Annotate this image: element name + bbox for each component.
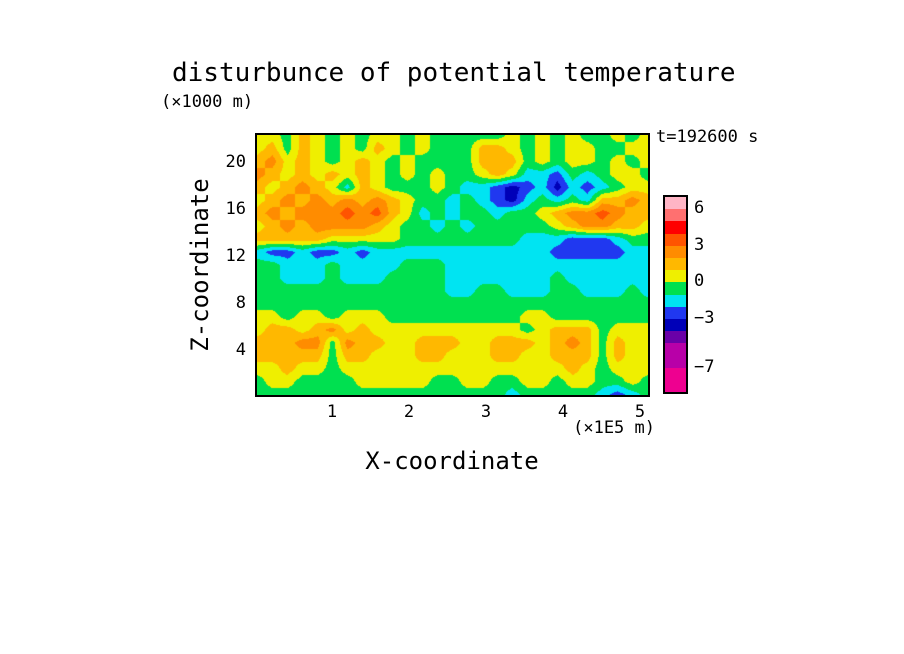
colorbar: [663, 195, 688, 395]
contour-field-canvas: [257, 135, 648, 395]
plot-area: [255, 133, 650, 397]
colorbar-segment: [665, 245, 686, 258]
x-tick-label: 5: [634, 402, 646, 422]
z-tick-label: 12: [225, 246, 246, 267]
x-tick-label: 3: [480, 402, 492, 422]
colorbar-segment: [665, 270, 686, 283]
z-tick-label: 4: [235, 340, 246, 361]
x-axis-unit-label: (×1E5 m): [573, 418, 655, 438]
colorbar-tick-label: 0: [694, 271, 705, 292]
colorbar-segment: [665, 367, 686, 393]
x-tick-label: 1: [326, 402, 338, 422]
z-tick-label: 16: [225, 199, 246, 220]
colorbar-tick-label: −7: [694, 356, 715, 377]
z-axis-unit-label: (×1000 m): [161, 92, 254, 112]
colorbar-segment: [665, 221, 686, 234]
x-axis-title: X-coordinate: [365, 447, 539, 475]
colorbar-segment: [665, 318, 686, 332]
colorbar-tick-label: 3: [694, 234, 705, 255]
colorbar-tick-label: 6: [694, 198, 705, 219]
colorbar-segment: [665, 257, 686, 271]
colorbar-segment: [665, 331, 686, 344]
x-tick-label: 4: [557, 402, 569, 422]
colorbar-segment: [665, 294, 686, 307]
z-tick-label: 8: [235, 293, 246, 314]
z-tick-label: 20: [225, 152, 246, 173]
colorbar-segment: [665, 343, 686, 368]
colorbar-segment: [665, 282, 686, 295]
colorbar-segment: [665, 197, 686, 210]
figure-title: disturbunce of potential temperature: [172, 58, 736, 88]
colorbar-segment: [665, 306, 686, 319]
colorbar-segment: [665, 209, 686, 222]
x-tick-label: 2: [403, 402, 415, 422]
colorbar-tick-label: −3: [694, 308, 715, 328]
time-label: t=192600 s: [656, 127, 759, 147]
colorbar-segment: [665, 233, 686, 246]
